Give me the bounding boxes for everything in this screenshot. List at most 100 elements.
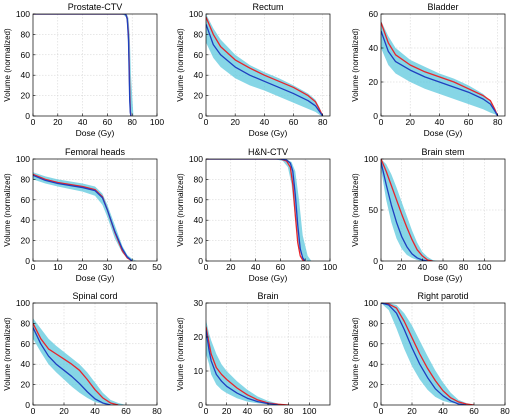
chart-1-xtick-label-0: 0	[31, 117, 36, 127]
chart-5-ytick-label-5: 100	[189, 154, 203, 164]
chart-4-xtick-label-2: 20	[78, 262, 88, 272]
chart-3-panel: 0 20 40 60 80 0 20 40 60 Bladder Dose (Gy) Volume (…	[351, 2, 506, 138]
chart-8-series-1-line	[206, 326, 289, 405]
chart-2-ylabel: Volume (normalized)	[176, 28, 185, 102]
chart-2-ytick-label-0: 0	[198, 111, 203, 121]
chart-7-population-band	[33, 318, 126, 405]
chart-3-xlabel: Dose (Gy)	[424, 128, 463, 138]
chart-1-xtick-label-2: 40	[78, 117, 88, 127]
chart-2-xtick-label-1: 20	[230, 117, 240, 127]
chart-5-frame	[205, 158, 331, 262]
chart-2-series-1-line	[206, 16, 324, 116]
chart-9-xtick-label-0: 0	[379, 406, 384, 416]
chart-6-ytick-label-0: 0	[373, 256, 378, 266]
chart-3-ytick-label-3: 60	[369, 9, 379, 19]
chart-8-ytick-label-2: 20	[194, 332, 204, 342]
chart-2-xtick-label-2: 40	[260, 117, 270, 127]
chart-1-xtick-label-5: 100	[150, 117, 164, 127]
chart-3-ylabel: Volume (normalized)	[351, 28, 360, 102]
chart-2-ytick-label-4: 80	[194, 29, 204, 39]
chart-5-xlabel: Dose (Gy)	[249, 273, 288, 283]
chart-6-xtick-label-0: 0	[379, 262, 384, 272]
chart-2-series-2-line	[206, 23, 324, 116]
chart-4-ytick-label-0: 0	[25, 256, 30, 266]
chart-1-ytick-label-4: 80	[21, 29, 31, 39]
chart-4-xtick-label-4: 40	[127, 262, 137, 272]
chart-1-series-2-line	[33, 14, 132, 116]
chart-5-ylabel: Volume (normalized)	[176, 173, 185, 247]
chart-9-xtick-label-1: 20	[407, 406, 417, 416]
chart-9-ytick-label-0: 0	[373, 400, 378, 410]
chart-7-ytick-label-0: 0	[25, 400, 30, 410]
chart-8-grid	[206, 303, 330, 405]
chart-9-series-2-line	[381, 303, 467, 405]
chart-2-xtick-label-0: 0	[204, 117, 209, 127]
chart-7-ylabel: Volume (normalized)	[3, 317, 12, 391]
chart-4-ytick-label-2: 40	[21, 215, 31, 225]
chart-4-ylabel: Volume (normalized)	[3, 173, 12, 247]
chart-7-ytick-label-1: 20	[21, 380, 31, 390]
chart-5-xtick-label-1: 20	[226, 262, 236, 272]
chart-1-ytick-label-5: 100	[16, 9, 30, 19]
chart-8-xtick-label-4: 80	[284, 406, 294, 416]
chart-5-xtick-label-2: 40	[251, 262, 261, 272]
chart-3-xtick-label-3: 60	[464, 117, 474, 127]
chart-1-ytick-label-3: 60	[21, 50, 31, 60]
chart-6-xtick-label-4: 80	[459, 262, 469, 272]
chart-3-xtick-label-0: 0	[379, 117, 384, 127]
chart-5-xtick-label-3: 60	[276, 262, 286, 272]
chart-9-ylabel: Volume (normalized)	[351, 317, 360, 391]
chart-5-ytick-label-3: 60	[194, 195, 204, 205]
chart-9-ytick-label-4: 80	[369, 318, 379, 328]
chart-4-xtick-label-3: 30	[103, 262, 113, 272]
chart-2-ytick-label-1: 20	[194, 91, 204, 101]
chart-4-series-2-line	[33, 174, 133, 261]
chart-9-xtick-label-3: 60	[469, 406, 479, 416]
chart-7-plot-area	[33, 318, 126, 405]
chart-7-xtick-label-2: 40	[90, 406, 100, 416]
chart-8-xtick-label-0: 0	[204, 406, 209, 416]
chart-8-ytick-label-3: 30	[194, 298, 204, 308]
chart-9-population-band	[381, 303, 474, 405]
chart-8-xtick-label-5: 100	[302, 406, 316, 416]
chart-4-panel: 0 10 20 30 40 50 0 20 40 60 80 100 Femoral heads Dose…	[3, 147, 162, 283]
chart-3-ytick-label-0: 0	[373, 111, 378, 121]
chart-5-panel: 0 20 40 60 80 100 0 20 40 60 80 100 H&N-CTV Dose (Gy)…	[176, 147, 337, 283]
chart-1-series-1-line	[33, 14, 132, 116]
chart-4-xtick-label-0: 0	[31, 262, 36, 272]
chart-7-ytick-label-3: 60	[21, 339, 31, 349]
chart-7-ytick-label-4: 80	[21, 318, 31, 328]
chart-4-frame	[32, 158, 158, 262]
chart-6-panel: 0 20 40 60 80 100 0 50 100 Brain stem Dose (Gy) Vol…	[351, 147, 506, 283]
chart-6-series-1-line	[381, 159, 433, 261]
chart-4-title: Femoral heads	[65, 147, 126, 157]
chart-3-series-2-line	[381, 30, 499, 116]
chart-6-xlabel: Dose (Gy)	[424, 273, 463, 283]
chart-3-xtick-label-2: 40	[435, 117, 445, 127]
chart-4-ytick-label-3: 60	[21, 195, 31, 205]
chart-2-frame	[205, 13, 331, 117]
chart-2-ytick-label-2: 40	[194, 70, 204, 80]
chart-1-population-band	[33, 14, 134, 116]
chart-1-ylabel: Volume (normalized)	[3, 28, 12, 102]
chart-4-grid	[33, 159, 157, 261]
chart-2-xlabel: Dose (Gy)	[249, 128, 288, 138]
chart-8-title: Brain	[257, 291, 278, 301]
chart-9-series-1-line	[381, 303, 475, 405]
chart-7-xtick-label-0: 0	[31, 406, 36, 416]
chart-9-xtick-label-4: 80	[500, 406, 510, 416]
chart-8-ytick-label-0: 0	[198, 400, 203, 410]
chart-8-xtick-label-3: 60	[263, 406, 273, 416]
chart-5-ytick-label-4: 80	[194, 174, 204, 184]
chart-1-xtick-label-3: 60	[103, 117, 113, 127]
chart-9-ytick-label-2: 40	[369, 359, 379, 369]
chart-6-xtick-label-5: 100	[477, 262, 491, 272]
chart-5-xtick-label-0: 0	[204, 262, 209, 272]
chart-8-plot-area	[206, 320, 289, 405]
chart-9-ytick-label-3: 60	[369, 339, 379, 349]
chart-7-ytick-label-5: 100	[16, 298, 30, 308]
chart-6-plot-area	[381, 159, 438, 261]
